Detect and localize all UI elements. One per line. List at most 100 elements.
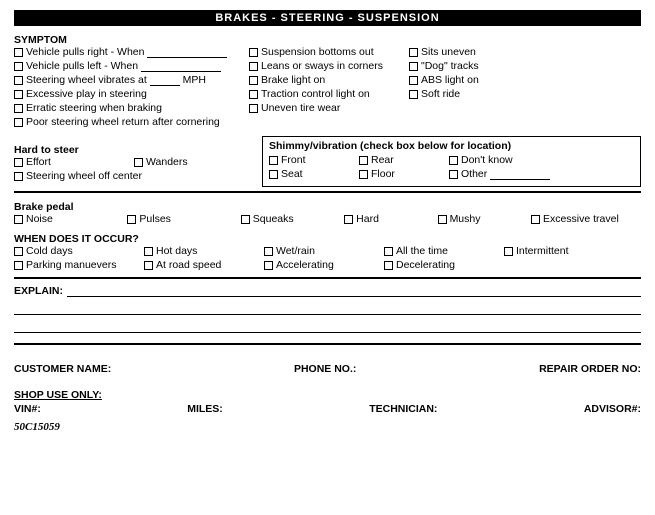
label: Wet/rain [276,245,315,257]
phone-label: PHONE NO.: [294,363,356,375]
label: Brake light on [261,74,325,86]
divider [14,191,641,193]
shop-use-only-heading: SHOP USE ONLY: [14,389,102,401]
checkbox[interactable] [14,90,23,99]
label: MPH [183,74,206,86]
technician-label: TECHNICIAN: [369,403,437,415]
label: Seat [281,168,303,180]
blank-line[interactable] [141,62,221,72]
symptom-heading: SYMPTOM [14,34,641,46]
label: All the time [396,245,448,257]
label: Traction control light on [261,88,370,100]
shimmy-heading: Shimmy/vibration (check box below for lo… [269,140,634,152]
blank-line[interactable] [150,76,180,86]
checkbox[interactable] [531,215,540,224]
checkbox[interactable] [409,62,418,71]
checkbox[interactable] [449,156,458,165]
label: Rear [371,154,394,166]
checkbox[interactable] [359,156,368,165]
checkbox[interactable] [14,158,23,167]
explain-line[interactable] [14,319,641,333]
label: Squeaks [253,213,294,225]
checkbox[interactable] [249,76,258,85]
checkbox[interactable] [14,48,23,57]
label: At road speed [156,259,221,271]
checkbox[interactable] [14,118,23,127]
checkbox[interactable] [14,62,23,71]
when-heading: WHEN DOES IT OCCUR? [14,233,641,245]
label: Leans or sways in corners [261,60,383,72]
vin-label: VIN#: [14,403,41,415]
checkbox[interactable] [409,48,418,57]
divider [14,277,641,279]
checkbox[interactable] [269,156,278,165]
checkbox[interactable] [249,62,258,71]
checkbox[interactable] [249,104,258,113]
miles-label: MILES: [187,403,223,415]
label: Pulses [139,213,171,225]
label: Parking manuevers [26,259,116,271]
checkbox[interactable] [134,158,143,167]
explain-heading: EXPLAIN: [14,285,63,297]
checkbox[interactable] [241,215,250,224]
label: Poor steering wheel return after corneri… [26,116,220,128]
checkbox[interactable] [127,215,136,224]
checkbox[interactable] [14,104,23,113]
repair-order-label: REPAIR ORDER NO: [539,363,641,375]
checkbox[interactable] [249,90,258,99]
banner-title: BRAKES - STEERING - SUSPENSION [14,10,641,26]
checkbox[interactable] [438,215,447,224]
label: Noise [26,213,53,225]
checkbox[interactable] [504,247,513,256]
hard-to-steer-heading: Hard to steer [14,144,262,156]
checkbox[interactable] [14,247,23,256]
checkbox[interactable] [14,76,23,85]
label: Suspension bottoms out [261,46,374,58]
blank-line[interactable] [147,48,227,58]
label: Effort [26,156,51,168]
label: Steering wheel vibrates at [26,74,147,86]
label: Front [281,154,306,166]
checkbox[interactable] [249,48,258,57]
label: Decelerating [396,259,455,271]
label: Erratic steering when braking [26,102,162,114]
checkbox[interactable] [14,215,23,224]
checkbox[interactable] [144,261,153,270]
checkbox[interactable] [344,215,353,224]
checkbox[interactable] [144,247,153,256]
checkbox[interactable] [359,170,368,179]
explain-line[interactable] [14,301,641,315]
label: Vehicle pulls right - When [26,46,144,58]
divider [14,343,641,345]
label: Steering wheel off center [26,170,142,182]
label: Uneven tire wear [261,102,340,114]
checkbox[interactable] [409,90,418,99]
label: Don't know [461,154,513,166]
checkbox[interactable] [14,261,23,270]
checkbox[interactable] [269,170,278,179]
checkbox[interactable] [14,172,23,181]
checkbox[interactable] [264,247,273,256]
label: Soft ride [421,88,460,100]
checkbox[interactable] [264,261,273,270]
label: Sits uneven [421,46,476,58]
label: Other [461,168,487,180]
checkbox[interactable] [384,247,393,256]
checkbox[interactable] [384,261,393,270]
explain-line[interactable] [67,283,641,297]
brake-pedal-heading: Brake pedal [14,201,641,213]
label: ABS light on [421,74,479,86]
label: Hard [356,213,379,225]
blank-line[interactable] [490,170,550,180]
label: Excessive travel [543,213,619,225]
advisor-label: ADVISOR#: [584,403,641,415]
shimmy-box: Shimmy/vibration (check box below for lo… [262,136,641,187]
label: Accelerating [276,259,334,271]
doc-id: 50C15059 [14,421,641,433]
checkbox[interactable] [409,76,418,85]
label: Cold days [26,245,73,257]
label: Vehicle pulls left - When [26,60,138,72]
checkbox[interactable] [449,170,458,179]
label: Intermittent [516,245,569,257]
label: Floor [371,168,395,180]
